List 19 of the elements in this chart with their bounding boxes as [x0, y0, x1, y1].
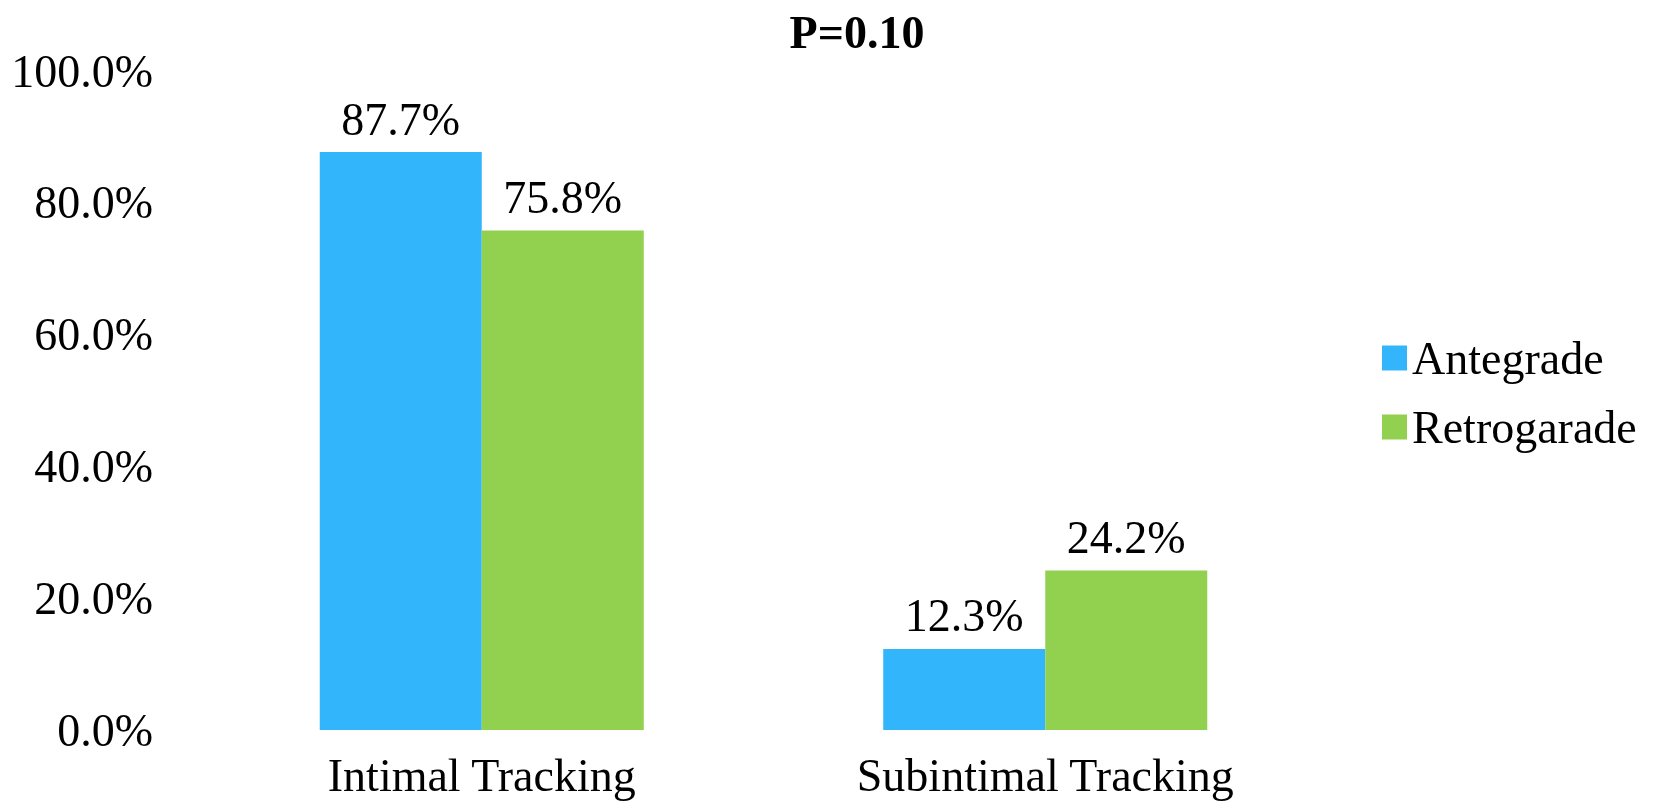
- data-label: 12.3%: [904, 590, 1024, 642]
- legend-label: Retrogarade: [1412, 401, 1637, 453]
- bar: [883, 648, 1046, 730]
- data-label: 75.8%: [503, 171, 623, 223]
- chart-title: P=0.10: [789, 6, 925, 58]
- bar: [1045, 570, 1208, 730]
- y-tick-label: 20.0%: [34, 572, 153, 624]
- y-tick-label: 100.0%: [11, 45, 153, 97]
- bar: [481, 230, 644, 730]
- data-label: 24.2%: [1066, 512, 1186, 564]
- legend-label: Antegrade: [1412, 332, 1604, 384]
- y-tick-label: 40.0%: [34, 440, 153, 492]
- y-tick-label: 0.0%: [57, 704, 153, 756]
- x-tick-label: Intimal Tracking: [327, 749, 636, 801]
- x-tick-label: Subintimal Tracking: [856, 749, 1234, 801]
- y-tick-label: 80.0%: [34, 177, 153, 229]
- bar: [319, 152, 482, 730]
- y-tick-label: 60.0%: [34, 309, 153, 361]
- data-label: 87.7%: [341, 93, 461, 145]
